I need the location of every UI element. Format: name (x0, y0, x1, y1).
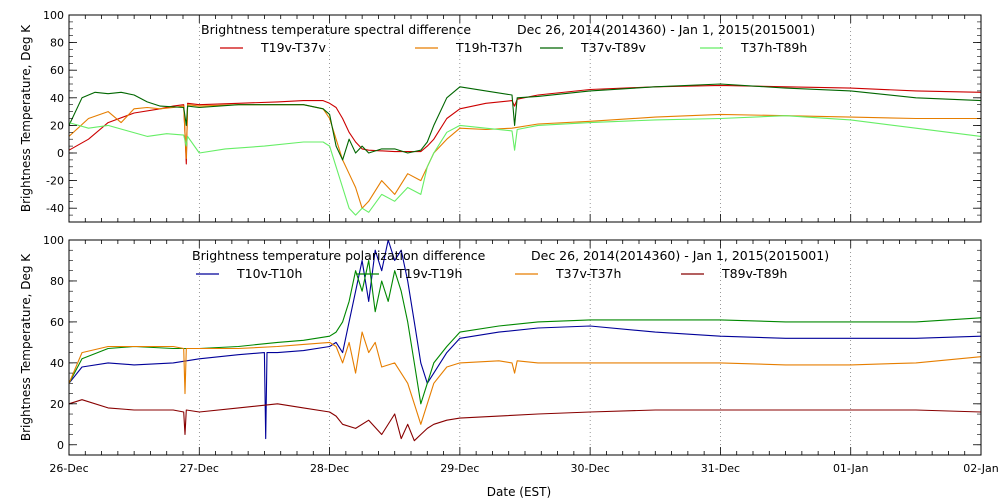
y-tick-label: 80 (50, 37, 64, 50)
series-line-t37v-t37h (68, 331, 982, 425)
chart-date-range: Dec 26, 2014(2014360) - Jan 1, 2015(2015… (517, 22, 815, 37)
legend-label: T19v-T19h (396, 266, 462, 281)
y-tick-label: 0 (57, 439, 64, 452)
x-tick-label: 01-Jan (833, 462, 869, 475)
chart-title: Brightness temperature spectral differen… (201, 22, 471, 37)
y-tick-label: 100 (43, 234, 64, 247)
series-line-t10v-t10h (68, 239, 982, 440)
y-tick-label: 60 (50, 64, 64, 77)
legend-label: T10v-T10h (236, 266, 302, 281)
series-line-t37h-t89h (68, 115, 982, 216)
plot-frame (68, 14, 982, 223)
series-line-t19v-t19h (68, 259, 982, 405)
x-tick-label: 30-Dec (571, 462, 610, 475)
y-axis-label: Brightness Temperature, Deg K (19, 253, 33, 441)
series-line-t37v-t89v (68, 83, 982, 161)
chart-date-range: Dec 26, 2014(2014360) - Jan 1, 2015(2015… (531, 248, 829, 263)
y-tick-label: 60 (50, 316, 64, 329)
y-tick-label: -20 (46, 175, 64, 188)
plot-frame (68, 239, 982, 456)
legend-label: T89v-T89h (721, 266, 787, 281)
x-tick-label: 28-Dec (310, 462, 349, 475)
legend-label: T37v-T37h (555, 266, 621, 281)
legend-label: T19v-T37v (260, 40, 327, 55)
y-tick-label: 100 (43, 9, 64, 22)
y-tick-label: -40 (46, 202, 64, 215)
series-line-t89v-t89h (68, 399, 982, 442)
legend-label: T37v-T89v (580, 40, 647, 55)
x-tick-label: 26-Dec (49, 462, 88, 475)
y-tick-label: 80 (50, 275, 64, 288)
x-tick-label: 29-Dec (440, 462, 479, 475)
x-axis-label: Date (EST) (487, 485, 551, 499)
series-line-t19h-t37h (68, 104, 981, 209)
chart-title: Brightness temperature polarization diff… (192, 248, 486, 263)
y-axis-label: Brightness Temperature, Deg K (19, 24, 33, 212)
x-tick-label: 31-Dec (701, 462, 740, 475)
y-tick-label: 0 (57, 147, 64, 160)
legend-label: T37h-T89h (740, 40, 807, 55)
x-tick-label: 27-Dec (180, 462, 219, 475)
y-tick-label: 20 (50, 398, 64, 411)
y-tick-label: 20 (50, 119, 64, 132)
x-tick-label: 02-Jan (963, 462, 999, 475)
legend-label: T19h-T37h (455, 40, 522, 55)
y-tick-label: 40 (50, 92, 64, 105)
y-tick-label: 40 (50, 357, 64, 370)
